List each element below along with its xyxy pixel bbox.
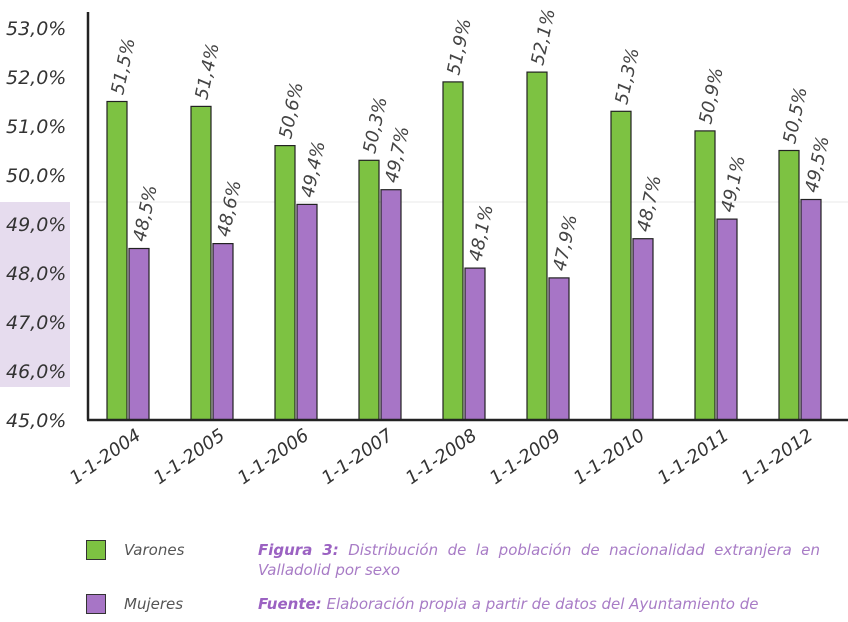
y-tick-label: 51,0% xyxy=(6,116,66,138)
data-label-varones: 52,1% xyxy=(527,7,559,67)
data-label-varones: 51,3% xyxy=(611,46,643,106)
bar-varones xyxy=(526,71,548,421)
data-label-varones: 51,9% xyxy=(443,17,475,77)
x-tick-label: 1-1-2007 xyxy=(318,425,397,489)
bar-varones xyxy=(106,100,128,421)
x-tick-label: 1-1-2004 xyxy=(66,425,145,489)
bar-varones xyxy=(778,149,800,421)
y-tick-label: 50,0% xyxy=(6,165,66,187)
bar-mujeres xyxy=(128,247,150,421)
y-tick-label: 46,0% xyxy=(6,361,66,383)
data-label-mujeres: 49,4% xyxy=(297,139,329,199)
data-label-varones: 50,9% xyxy=(695,66,727,126)
data-label-varones: 51,5% xyxy=(107,36,139,96)
data-label-mujeres: 48,5% xyxy=(129,183,161,243)
bar-mujeres xyxy=(380,189,402,421)
x-tick-label: 1-1-2008 xyxy=(402,425,481,489)
bar-mujeres xyxy=(716,218,738,421)
bar-mujeres xyxy=(296,203,318,421)
bar-mujeres xyxy=(464,267,486,421)
data-label-varones: 50,5% xyxy=(779,85,811,145)
bar-mujeres xyxy=(800,198,822,421)
x-tick-label: 1-1-2011 xyxy=(654,425,733,489)
data-label-mujeres: 48,6% xyxy=(213,178,245,238)
bar-varones xyxy=(358,159,380,421)
data-label-mujeres: 49,7% xyxy=(381,124,413,184)
y-tick-label: 52,0% xyxy=(6,67,66,89)
x-tick-label: 1-1-2010 xyxy=(570,425,649,489)
bar-mujeres xyxy=(212,243,234,421)
x-tick-label: 1-1-2005 xyxy=(150,425,229,489)
bar-varones xyxy=(442,81,464,421)
data-label-varones: 50,6% xyxy=(275,80,307,140)
x-tick-label: 1-1-2012 xyxy=(738,425,817,489)
data-label-varones: 50,3% xyxy=(359,95,391,155)
bar-mujeres xyxy=(632,238,654,421)
bar-varones xyxy=(610,110,632,421)
data-label-mujeres: 47,9% xyxy=(549,213,581,273)
data-label-mujeres: 49,1% xyxy=(717,154,749,214)
x-tick-label: 1-1-2006 xyxy=(234,425,313,489)
data-label-mujeres: 48,7% xyxy=(633,173,665,233)
bar-varones xyxy=(694,130,716,421)
bar-varones xyxy=(274,145,296,421)
bar-mujeres xyxy=(548,277,570,421)
data-label-varones: 51,4% xyxy=(191,41,223,101)
y-tick-label: 49,0% xyxy=(6,214,66,236)
y-tick-label: 48,0% xyxy=(6,263,66,285)
x-tick-label: 1-1-2009 xyxy=(486,425,565,489)
bar-varones xyxy=(190,105,212,421)
y-tick-label: 47,0% xyxy=(6,312,66,334)
y-tick-label: 45,0% xyxy=(6,410,66,432)
y-axis-highlight-band xyxy=(0,202,70,387)
y-tick-label: 53,0% xyxy=(6,18,66,40)
data-label-mujeres: 48,1% xyxy=(465,203,497,263)
data-label-mujeres: 49,5% xyxy=(801,134,833,194)
